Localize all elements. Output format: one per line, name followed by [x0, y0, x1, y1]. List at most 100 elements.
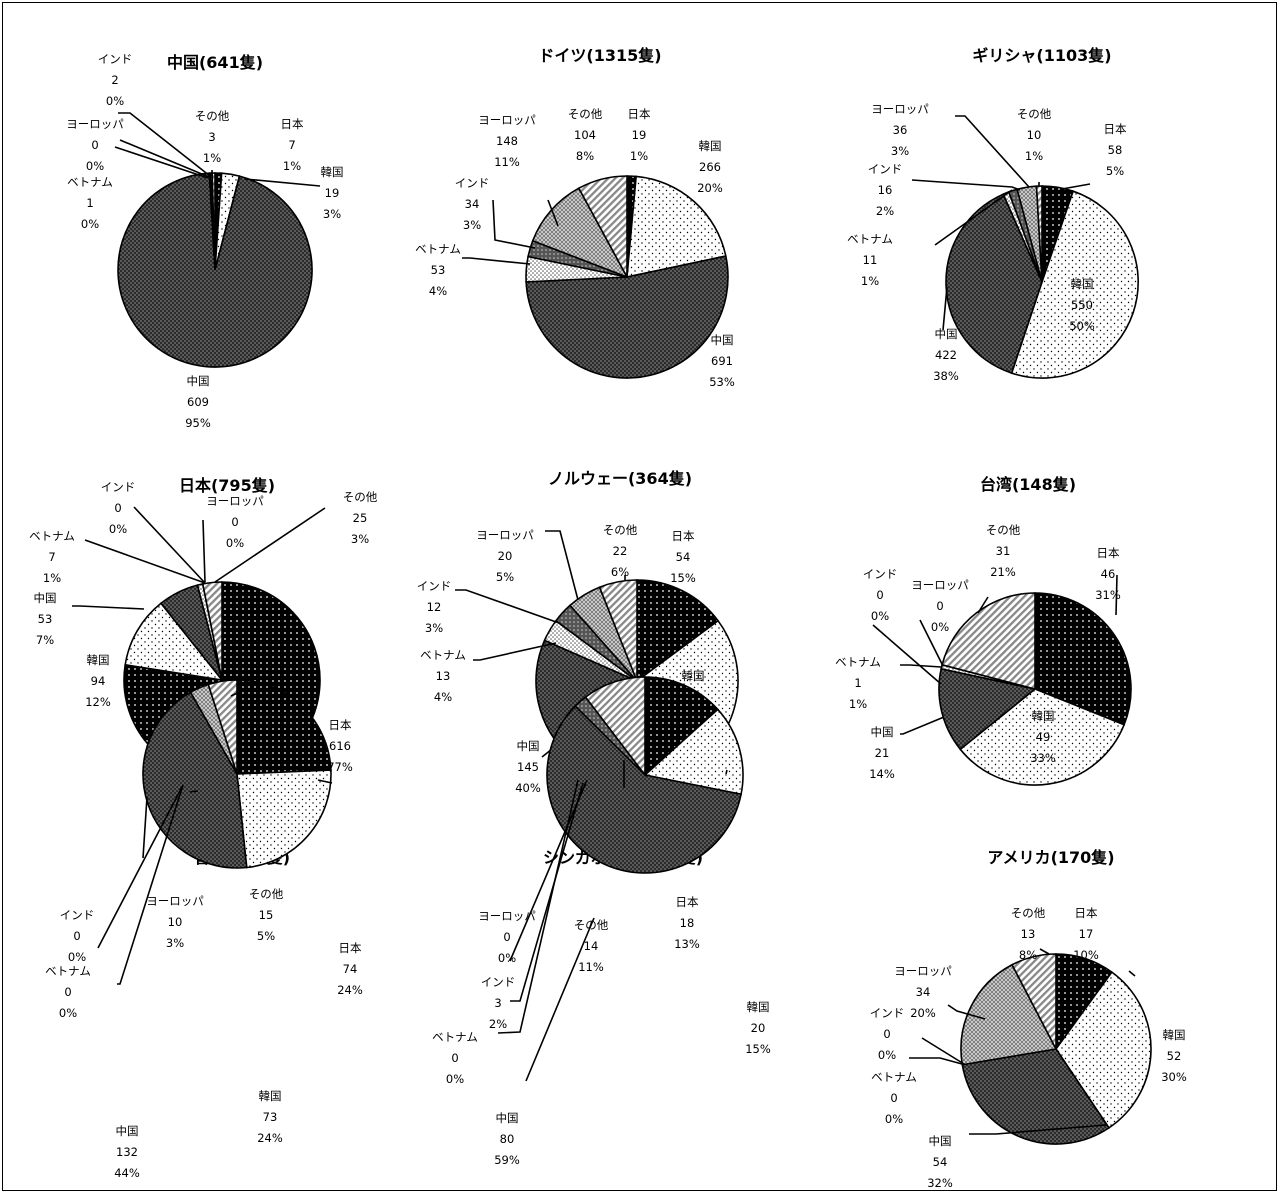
data-label-europe: ヨーロッパ 10 3%	[146, 894, 204, 950]
label-value: 17	[1079, 927, 1094, 941]
label-value: 15	[259, 908, 274, 922]
label-percent: 6%	[611, 565, 629, 579]
leader-line-china	[72, 605, 145, 610]
pie-slice-china	[945, 193, 1043, 375]
label-percent: 1%	[861, 274, 879, 288]
label-value: 13	[436, 669, 451, 683]
label-value: 3	[208, 130, 215, 144]
leader-line-europe	[955, 115, 1030, 188]
label-percent: 8%	[1019, 948, 1037, 962]
pie-slice-china	[525, 255, 729, 379]
leader-line-other	[1039, 948, 1050, 955]
label-name: その他	[1017, 107, 1052, 121]
label-percent: 2%	[489, 1017, 507, 1031]
pie-slice-other	[941, 592, 1036, 691]
data-label-india: インド 16 2%	[868, 162, 903, 218]
label-name: インド	[455, 176, 490, 190]
pie-slice-korea	[626, 175, 727, 279]
data-label-china: 中国 80 59%	[494, 1111, 520, 1167]
pie-slice-other	[577, 175, 628, 278]
label-name: 韓国	[682, 669, 705, 683]
pie-slice-other	[1011, 953, 1057, 1050]
data-label-india: インド 0 0%	[870, 1006, 905, 1062]
label-percent: 1%	[283, 159, 301, 173]
label-percent: 33%	[1030, 751, 1056, 765]
data-label-other: その他 14 11%	[574, 918, 609, 974]
data-label-india: インド 0 0%	[101, 480, 136, 536]
label-value: 31	[996, 544, 1011, 558]
leader-line-vietnam	[497, 779, 579, 1034]
pie-slice-europe	[960, 963, 1058, 1066]
label-value: 46	[1101, 567, 1116, 581]
label-value: 16	[878, 183, 893, 197]
label-name: ヨーロッパ	[476, 528, 534, 542]
label-value: 54	[933, 1155, 948, 1169]
leader-line-japan	[1061, 183, 1091, 190]
data-label-china: 中国 53 7%	[34, 591, 57, 647]
label-percent: 0%	[931, 620, 949, 634]
label-value: 0	[503, 930, 510, 944]
label-value: 2	[111, 73, 118, 87]
label-name: ヨーロッパ	[911, 578, 969, 592]
data-label-india: インド 34 3%	[455, 176, 490, 232]
label-name: その他	[986, 523, 1021, 537]
label-value: 609	[187, 395, 209, 409]
label-value: 0	[451, 1051, 458, 1065]
label-percent: 5%	[1106, 164, 1124, 178]
leader-line-europe	[202, 519, 206, 583]
data-label-korea: 韓国 52 30%	[1161, 1028, 1187, 1084]
pie-slice-china	[961, 1048, 1111, 1145]
label-name: ベトナム	[45, 964, 91, 978]
label-value: 148	[496, 134, 518, 148]
pie-slice-china	[938, 667, 1037, 751]
label-value: 19	[632, 128, 647, 142]
label-name: ヨーロッパ	[894, 964, 952, 978]
data-label-other: その他 22 6%	[603, 523, 638, 579]
pie-chart-8: シンガポール(135隻)日本1813%韓国2015%中国8059%ベトナム00%…	[432, 676, 771, 1167]
label-percent: 59%	[494, 1153, 520, 1167]
label-percent: 2%	[876, 204, 894, 218]
leader-line-india	[455, 589, 560, 624]
data-label-korea: 韓国 49 33%	[1030, 709, 1056, 765]
label-name: インド	[101, 480, 136, 494]
label-percent: 44%	[114, 1166, 140, 1180]
data-label-vietnam: ベトナム 1 1%	[835, 655, 881, 711]
label-name: ヨーロッパ	[146, 894, 204, 908]
label-percent: 0%	[226, 536, 244, 550]
label-percent: 0%	[86, 159, 104, 173]
label-name: 中国	[116, 1124, 139, 1138]
label-percent: 21%	[990, 565, 1016, 579]
leader-line-india	[118, 112, 211, 177]
label-value: 104	[574, 128, 596, 142]
pie-slice-other	[201, 581, 223, 681]
label-value: 49	[1036, 730, 1051, 744]
label-percent: 14%	[869, 767, 895, 781]
label-percent: 95%	[185, 416, 211, 430]
label-value: 1	[86, 196, 93, 210]
label-percent: 40%	[515, 781, 541, 795]
label-percent: 5%	[496, 570, 514, 584]
label-name: その他	[195, 109, 230, 123]
label-percent: 20%	[910, 1006, 936, 1020]
leader-line-india	[510, 782, 584, 1002]
leader-line-japan	[725, 769, 728, 775]
label-name: 日本	[1104, 122, 1127, 136]
label-name: ヨーロッパ	[478, 909, 536, 923]
label-name: ヨーロッパ	[66, 117, 124, 131]
label-name: ヨーロッパ	[478, 113, 536, 127]
leader-line-japan	[317, 779, 333, 784]
label-percent: 0%	[59, 1006, 77, 1020]
label-value: 13	[1021, 927, 1036, 941]
pie-slice-korea	[959, 688, 1126, 786]
label-percent: 31%	[1095, 588, 1121, 602]
data-label-korea: 韓国 19 3%	[321, 165, 344, 221]
label-value: 53	[431, 263, 446, 277]
label-value: 0	[883, 1027, 890, 1041]
label-name: 韓国	[699, 139, 722, 153]
label-value: 550	[1071, 298, 1093, 312]
pie-slice-china	[117, 172, 313, 368]
leader-line-other	[214, 507, 326, 583]
pie-slice-korea	[643, 708, 744, 796]
data-label-europe: ヨーロッパ 0 0%	[911, 578, 969, 634]
